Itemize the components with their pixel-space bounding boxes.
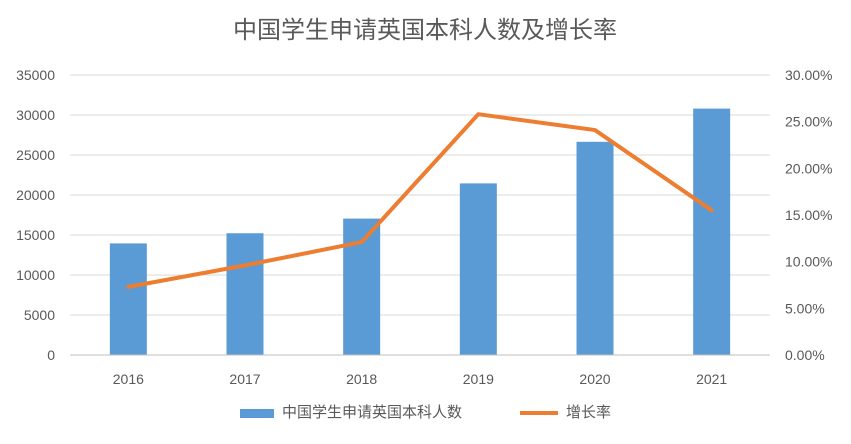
legend-swatch-bar: [240, 409, 274, 418]
y-left-tick-label: 5000: [24, 307, 55, 323]
y-right-tick-label: 10.00%: [785, 254, 832, 270]
x-tick-label: 2017: [229, 371, 260, 387]
bar: [109, 243, 147, 355]
bar: [576, 141, 614, 355]
x-tick-label: 2019: [463, 371, 494, 387]
x-tick-label: 2021: [696, 371, 727, 387]
y-left-tick-label: 15000: [16, 227, 55, 243]
bar-series: [109, 108, 731, 355]
y-right-tick-label: 0.00%: [785, 347, 825, 363]
x-tick-label: 2020: [579, 371, 610, 387]
y-axis-right: 0.00% 5.00% 10.00% 15.00% 20.00% 25.00% 30.00%: [785, 67, 832, 363]
x-axis: 2016 2017 2018 2019 2020 2021: [70, 354, 770, 387]
y-right-tick-label: 20.00%: [785, 160, 832, 176]
y-left-tick-label: 25000: [16, 147, 55, 163]
bar: [343, 218, 381, 355]
legend: 中国学生申请英国本科人数 增长率: [240, 403, 611, 421]
y-left-tick-label: 0: [47, 347, 55, 363]
y-right-tick-label: 25.00%: [785, 114, 832, 130]
legend-label-line: 增长率: [566, 403, 611, 421]
bar: [693, 108, 731, 355]
growth-rate-line: [126, 112, 714, 289]
y-right-tick-label: 15.00%: [785, 207, 832, 223]
y-left-tick-label: 10000: [16, 267, 55, 283]
y-right-tick-label: 30.00%: [785, 67, 832, 83]
line-series: [126, 112, 714, 289]
chart-title: 中国学生申请英国本科人数及增长率: [233, 16, 617, 44]
bar: [226, 233, 264, 355]
y-axis-left: 0 5000 10000 15000 20000 25000 30000 35000: [16, 67, 55, 363]
legend-label-bar: 中国学生申请英国本科人数: [282, 403, 462, 421]
y-left-tick-label: 30000: [16, 107, 55, 123]
y-left-tick-label: 20000: [16, 187, 55, 203]
y-right-tick-label: 5.00%: [785, 300, 825, 316]
bar: [459, 183, 497, 355]
x-tick-label: 2016: [113, 371, 144, 387]
y-left-tick-label: 35000: [16, 67, 55, 83]
x-tick-label: 2018: [346, 371, 377, 387]
